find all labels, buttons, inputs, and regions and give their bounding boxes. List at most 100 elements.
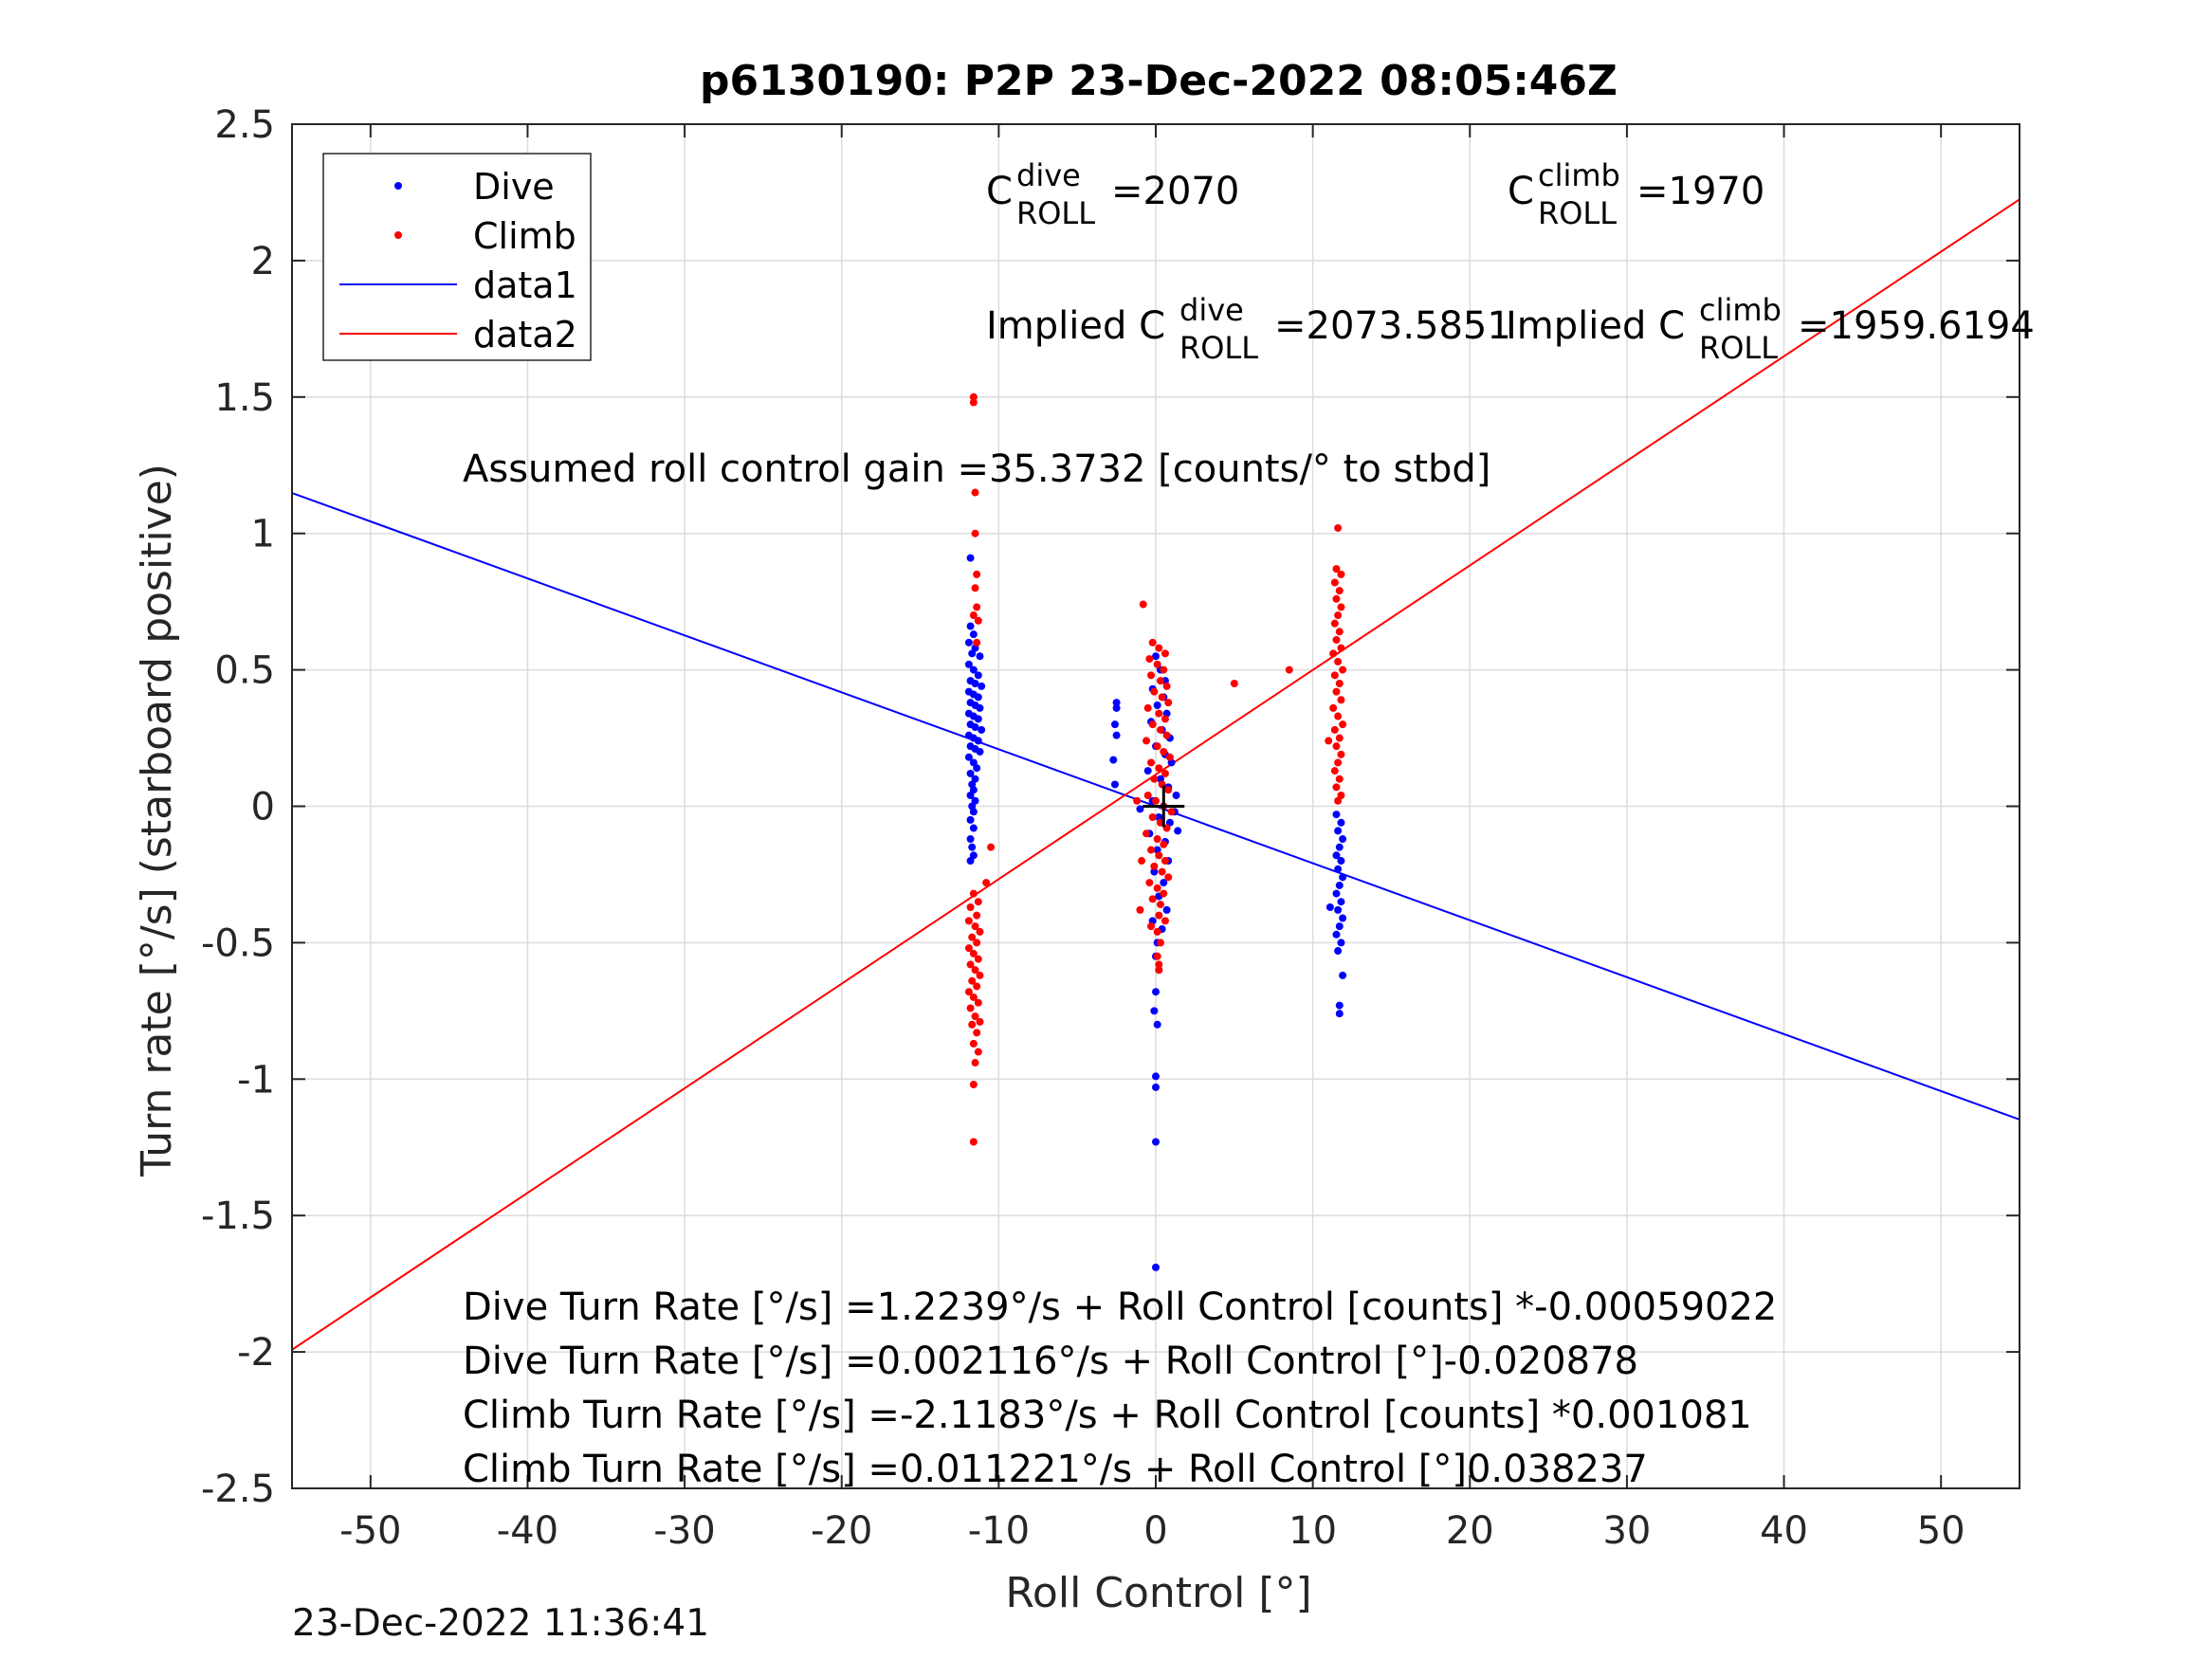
dive-point xyxy=(974,693,982,702)
climb-point xyxy=(1161,715,1169,723)
series-climb xyxy=(964,392,1347,1146)
x-tick-label: -10 xyxy=(968,1509,1030,1553)
climb-point xyxy=(1156,725,1164,734)
climb-point xyxy=(1165,753,1174,761)
climb-point xyxy=(1337,750,1345,758)
climb-point xyxy=(1334,796,1343,805)
climb-point xyxy=(971,488,979,497)
climb-point xyxy=(1155,644,1163,652)
climb-point xyxy=(973,939,981,947)
dive-point xyxy=(1152,1072,1160,1081)
climb-point xyxy=(974,955,982,963)
dive-point xyxy=(974,737,982,745)
implied-climb-annotation: Implied C climb ROLL =1959.6194 xyxy=(1506,292,2035,366)
climb-point xyxy=(1148,720,1157,729)
dive-point xyxy=(1110,780,1119,789)
dive-point xyxy=(1152,652,1160,661)
dive-point xyxy=(969,665,978,674)
climb-point xyxy=(966,960,975,969)
climb-point xyxy=(1155,851,1163,860)
climb-point xyxy=(1155,764,1163,773)
climb-point xyxy=(973,1029,981,1037)
implied-dive-annotation: Implied C dive ROLL =2073.5851 xyxy=(986,292,1511,366)
dive-point xyxy=(1332,811,1341,819)
dive-point xyxy=(966,622,975,630)
dive-point xyxy=(1152,988,1160,996)
climb-point xyxy=(1153,927,1161,936)
dive-point xyxy=(1337,898,1345,906)
x-tick-label: 10 xyxy=(1289,1509,1337,1553)
y-tick-label: -0.5 xyxy=(201,921,275,965)
dive-point xyxy=(976,652,984,661)
dive-point xyxy=(973,764,981,773)
y-tick-label: 2.5 xyxy=(214,103,275,147)
climb-point xyxy=(964,917,973,925)
climb-point xyxy=(1330,619,1339,628)
dive-point xyxy=(1335,843,1344,851)
climb-point xyxy=(1161,857,1169,866)
climb-point xyxy=(1334,611,1343,620)
climb-point xyxy=(968,933,977,941)
y-tick-label: 1 xyxy=(251,513,275,556)
c-climb-sub: ROLL xyxy=(1538,195,1617,231)
dive-point xyxy=(1162,905,1171,914)
climb-point xyxy=(1145,655,1154,664)
implied-dive-sup: dive xyxy=(1179,292,1244,328)
climb-point xyxy=(969,392,978,401)
climb-point xyxy=(1136,905,1144,914)
dive-point xyxy=(1174,827,1182,835)
c-dive-value: =2070 xyxy=(1111,170,1239,213)
dive-point xyxy=(974,671,982,680)
equation-line: Climb Turn Rate [°/s] =-2.1183°/s + Roll… xyxy=(463,1394,1752,1437)
dive-point xyxy=(966,857,975,866)
climb-point xyxy=(1150,687,1159,696)
climb-point xyxy=(1147,922,1156,931)
dive-point xyxy=(1334,827,1343,835)
dive-point xyxy=(1339,971,1347,979)
climb-point xyxy=(1332,635,1341,644)
climb-point xyxy=(982,879,991,887)
climb-point xyxy=(1153,952,1161,960)
climb-point xyxy=(1153,884,1161,892)
climb-point xyxy=(969,611,978,620)
dive-point xyxy=(1337,939,1345,947)
equations: Dive Turn Rate [°/s] =1.2239°/s + Roll C… xyxy=(463,1285,1777,1491)
climb-point xyxy=(1325,737,1333,745)
implied-climb-sup: climb xyxy=(1699,292,1782,328)
dive-point xyxy=(1150,1007,1159,1015)
climb-point xyxy=(1143,737,1151,745)
climb-point xyxy=(1155,709,1163,718)
climb-point xyxy=(973,570,981,578)
x-tick-label: 30 xyxy=(1602,1509,1651,1553)
dive-point xyxy=(974,715,982,723)
climb-point xyxy=(1334,657,1343,665)
climb-point xyxy=(1160,747,1168,756)
x-tick-label: -40 xyxy=(497,1509,558,1553)
dive-point xyxy=(1150,867,1159,876)
climb-point xyxy=(966,1004,975,1012)
x-tick-label: -30 xyxy=(653,1509,715,1553)
climb-point xyxy=(968,1020,977,1029)
equation-line: Dive Turn Rate [°/s] =0.002116°/s + Roll… xyxy=(463,1340,1638,1383)
dive-point xyxy=(978,725,986,734)
climb-point xyxy=(1161,769,1169,777)
climb-point xyxy=(1337,570,1345,578)
implied-dive-sub: ROLL xyxy=(1179,330,1258,366)
climb-point xyxy=(1156,939,1164,947)
climb-point xyxy=(976,1017,984,1026)
dive-point xyxy=(1152,1083,1160,1091)
x-tick-label: 0 xyxy=(1143,1509,1167,1553)
dive-point xyxy=(1136,805,1144,813)
x-tick-label: -50 xyxy=(339,1509,401,1553)
climb-point xyxy=(1335,734,1344,742)
climb-point xyxy=(1329,703,1338,712)
chart-title: p6130190: P2P 23-Dec-2022 08:05:46Z xyxy=(700,57,1618,105)
dive-point xyxy=(1337,857,1345,866)
c-dive-sup: dive xyxy=(1016,157,1081,193)
dive-point xyxy=(1334,905,1343,914)
y-tick-label: 1.5 xyxy=(214,376,275,420)
c-dive-annotation: C dive ROLL =2070 xyxy=(986,157,1239,231)
c-climb-base: C xyxy=(1508,170,1534,213)
legend-label: data2 xyxy=(473,314,577,356)
climb-point xyxy=(1332,742,1341,751)
